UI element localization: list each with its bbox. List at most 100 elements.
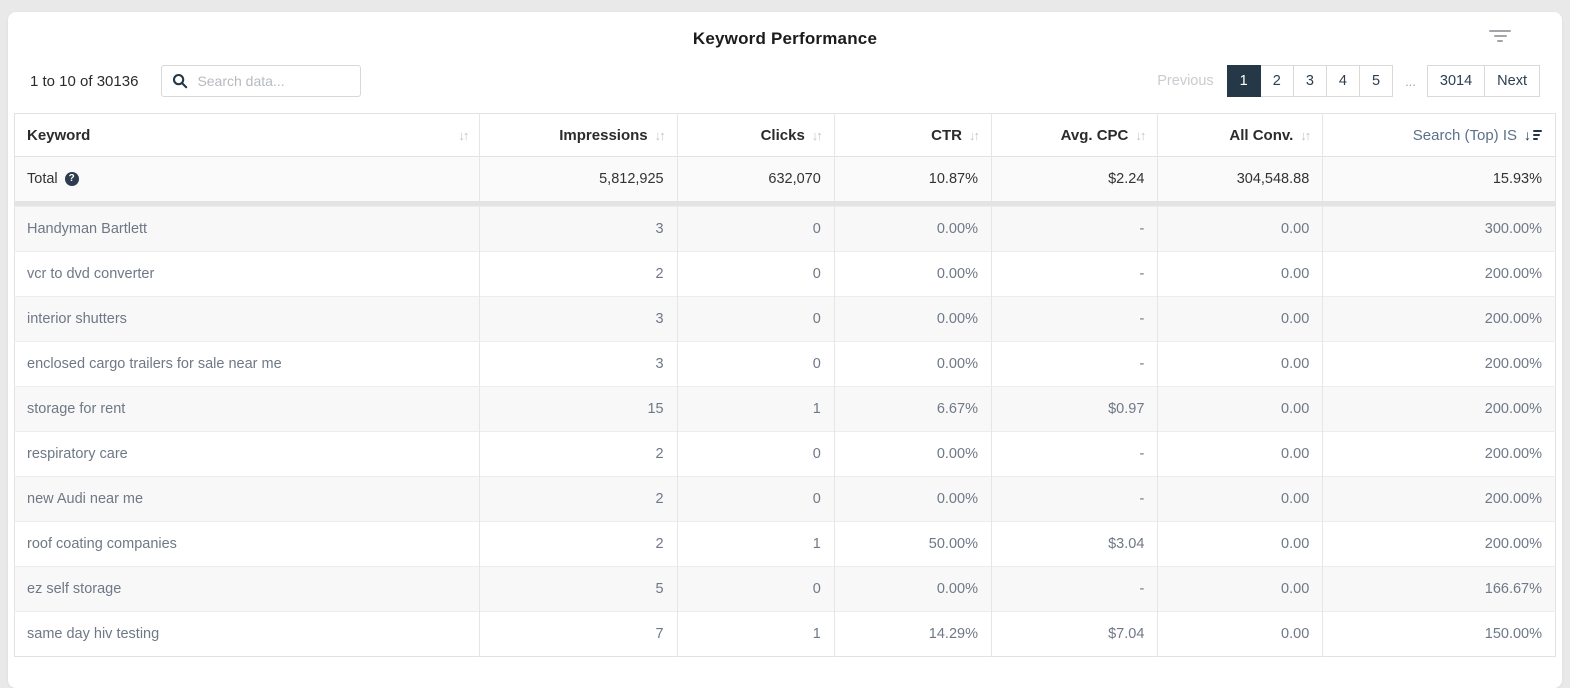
column-header-all_conv[interactable]: All Conv. ↓↑ <box>1157 113 1324 157</box>
cell-ctr: 0.00% <box>834 566 992 612</box>
keyword-cell: roof coating companies <box>14 521 481 567</box>
total-row: Total? 5,812,925 632,070 10.87% $2.24 304,548… <box>14 156 1556 201</box>
cell-search_top_is: 200.00% <box>1484 356 1542 372</box>
cell-avg_cpc: - <box>991 566 1159 612</box>
cell-all_conv: 0.00 <box>1157 566 1324 612</box>
keyword-cell: storage for rent <box>14 386 481 432</box>
keyword-cell: ez self storage <box>14 566 481 612</box>
column-header-avg_cpc[interactable]: Avg. CPC ↓↑ <box>991 113 1159 157</box>
column-header-keyword[interactable]: Keyword ↓↑ <box>14 113 481 157</box>
table-row: respiratory care 2 0 0.00% -0.00 200.00% <box>14 431 1556 477</box>
sort-icon: ↓↑ <box>654 127 666 143</box>
cell-avg_cpc: - <box>991 341 1159 387</box>
column-label: Keyword <box>27 126 91 144</box>
cell-impressions: 2 <box>479 431 678 477</box>
cell-clicks: 0 <box>677 251 835 297</box>
pagination-previous-button[interactable]: Previous <box>1157 73 1214 89</box>
cell-ctr: 0.00% <box>834 341 992 387</box>
cell-ctr: 0.00% <box>834 296 992 342</box>
cell-impressions: 3 <box>479 206 678 252</box>
keyword-cell: enclosed cargo trailers for sale near me <box>14 341 481 387</box>
table-row: vcr to dvd converter 2 0 0.00% -0.00 200.00% <box>14 251 1556 297</box>
keyword-cell: Handyman Bartlett <box>14 206 481 252</box>
table-header-row: Keyword ↓↑ Impressions ↓↑ Clicks ↓↑ CTR ↓↑ Avg. … <box>14 113 1556 157</box>
pagination-ellipsis: ... <box>1405 74 1416 89</box>
keyword-cell: vcr to dvd converter <box>14 251 481 297</box>
keyword-cell: same day hiv testing <box>14 611 481 657</box>
pagination-page-button-3[interactable]: 3 <box>1292 65 1327 97</box>
cell-impressions: 3 <box>479 296 678 342</box>
keyword-performance-table: Keyword ↓↑ Impressions ↓↑ Clicks ↓↑ CTR ↓↑ Avg. … <box>14 113 1556 657</box>
cell-impressions: 2 <box>479 521 678 567</box>
cell-ctr: 0.00% <box>834 476 992 522</box>
table-row: enclosed cargo trailers for sale near me… <box>14 341 1556 387</box>
help-icon[interactable]: ? <box>64 171 79 186</box>
column-label: Avg. CPC <box>1060 126 1129 144</box>
cell-ctr: 14.29% <box>834 611 992 657</box>
pagination-next-button[interactable]: Next <box>1484 65 1540 97</box>
table-row: Handyman Bartlett 3 0 0.00% -0.00 300.00% <box>14 206 1556 252</box>
cell-all_conv: 0.00 <box>1157 521 1324 567</box>
cell-impressions: 2 <box>479 251 678 297</box>
cell-avg_cpc: - <box>991 476 1159 522</box>
search-icon <box>173 73 188 89</box>
cell-all_conv: 0.00 <box>1157 386 1324 432</box>
total-cell-all_conv: 304,548.88 <box>1157 156 1324 201</box>
filter-icon[interactable] <box>1488 28 1512 44</box>
cell-impressions: 2 <box>479 476 678 522</box>
column-label: All Conv. <box>1229 126 1294 144</box>
total-cell-ctr: 10.87% <box>834 156 992 201</box>
search-box[interactable] <box>161 65 362 97</box>
column-header-clicks[interactable]: Clicks ↓↑ <box>677 113 835 157</box>
pagination-page-button-5[interactable]: 5 <box>1358 65 1394 97</box>
cell-impressions: 15 <box>479 386 678 432</box>
pagination-page-button-1[interactable]: 1 <box>1226 65 1261 97</box>
cell-clicks: 0 <box>677 566 835 612</box>
cell-avg_cpc: - <box>991 251 1159 297</box>
cell-clicks: 0 <box>677 296 835 342</box>
pagination-page-button-4[interactable]: 4 <box>1325 65 1360 97</box>
cell-ctr: 0.00% <box>834 431 992 477</box>
cell-search_top_is: 200.00% <box>1484 491 1542 507</box>
page-title: Keyword Performance <box>692 29 878 48</box>
column-header-impressions[interactable]: Impressions ↓↑ <box>479 113 678 157</box>
cell-all_conv: 0.00 <box>1157 206 1324 252</box>
cell-impressions: 3 <box>479 341 678 387</box>
cell-avg_cpc: $7.04 <box>991 611 1159 657</box>
table-row: ez self storage 5 0 0.00% -0.00 166.67% <box>14 566 1556 612</box>
sort-icon: ↓↑ <box>458 127 469 143</box>
pagination-last-page-button[interactable]: 3014 <box>1426 65 1486 97</box>
pagination-page-button-2[interactable]: 2 <box>1259 65 1294 97</box>
table-row: storage for rent 15 1 6.67% $0.97 0.00 200.00% <box>14 386 1556 432</box>
cell-search_top_is: 300.00% <box>1484 221 1542 237</box>
cell-ctr: 6.67% <box>834 386 992 432</box>
sort-icon: ↓↑ <box>1300 127 1311 143</box>
sort-icon: ↓↑ <box>811 127 823 143</box>
cell-avg_cpc: - <box>991 206 1159 252</box>
column-label: Impressions <box>559 126 648 144</box>
cell-all_conv: 0.00 <box>1157 251 1324 297</box>
column-header-search_top_is[interactable]: Search (Top) IS ↓ <box>1323 114 1556 157</box>
cell-search_top_is: 200.00% <box>1484 266 1542 282</box>
column-header-ctr[interactable]: CTR ↓↑ <box>834 113 992 157</box>
cell-clicks: 1 <box>677 386 835 432</box>
record-range-label: 1 to 10 of 30136 <box>30 72 139 90</box>
cell-clicks: 0 <box>677 341 835 387</box>
cell-impressions: 5 <box>479 566 678 612</box>
sort-icon: ↓↑ <box>1135 127 1146 143</box>
cell-search_top_is: 200.00% <box>1484 446 1542 462</box>
sort-descending-icon: ↓ <box>1524 128 1542 142</box>
table-row: roof coating companies 2 1 50.00% $3.04 0.00 2… <box>14 521 1556 567</box>
cell-search_top_is: 150.00% <box>1484 626 1542 642</box>
total-separator <box>14 200 1556 207</box>
cell-ctr: 0.00% <box>834 251 992 297</box>
cell-all_conv: 0.00 <box>1157 431 1324 477</box>
cell-clicks: 1 <box>677 521 835 567</box>
table-row: same day hiv testing 7 1 14.29% $7.04 0.00 150… <box>14 611 1556 657</box>
search-input[interactable] <box>197 73 351 89</box>
total-cell-search_top_is: 15.93% <box>1492 170 1542 187</box>
cell-all_conv: 0.00 <box>1157 476 1324 522</box>
cell-search_top_is: 200.00% <box>1484 311 1542 327</box>
column-label: Search (Top) IS <box>1412 126 1517 144</box>
